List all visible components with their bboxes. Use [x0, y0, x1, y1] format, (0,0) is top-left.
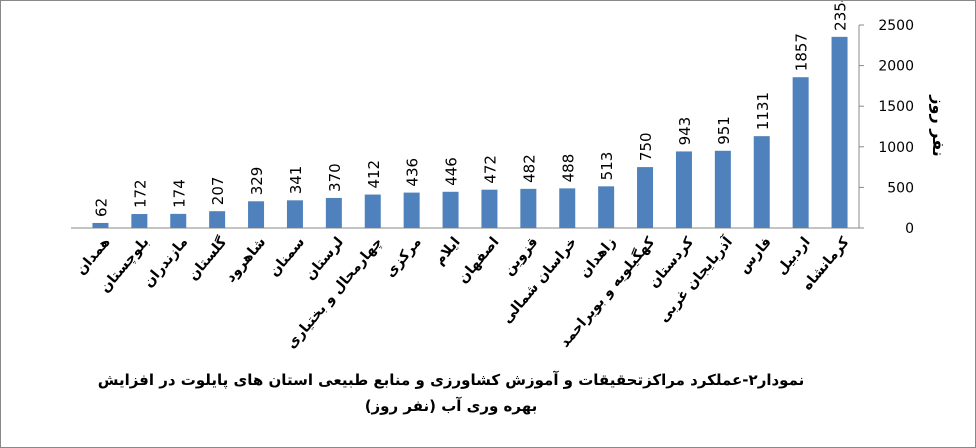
x-tick-label: اردبیل — [773, 234, 813, 278]
bar — [286, 200, 303, 228]
y-tick-label: 1000 — [878, 140, 914, 156]
x-tick-label: اصفهان — [455, 234, 503, 286]
x-tick-label: شاهرود — [223, 234, 270, 285]
data-label: 341 — [287, 166, 305, 195]
data-label: 329 — [248, 167, 266, 196]
y-tick-label: 2000 — [878, 59, 914, 75]
data-label: 207 — [209, 177, 227, 206]
x-tick-label: خراسان شمالی — [499, 234, 580, 326]
bar — [598, 186, 615, 228]
y-tick-label: 2500 — [878, 18, 914, 34]
data-label: 943 — [676, 117, 694, 146]
bar — [442, 191, 459, 228]
chart-title: نمودار۲-عملکرد مراکزتحقیقات و آموزش کشاو… — [97, 371, 805, 415]
y-tick-label: 500 — [887, 180, 914, 196]
data-label: 472 — [481, 155, 499, 184]
bar — [325, 197, 342, 228]
bar — [481, 189, 498, 228]
y-axis-label: نفر روز — [929, 94, 948, 156]
bar — [637, 167, 654, 228]
data-label: 174 — [170, 179, 188, 208]
bar — [559, 188, 576, 228]
data-label: 1131 — [754, 92, 772, 130]
bar — [792, 77, 809, 228]
data-label: 412 — [365, 160, 383, 189]
bar — [92, 222, 109, 228]
data-label: 482 — [520, 154, 538, 183]
bar — [753, 136, 770, 228]
data-label: 750 — [637, 132, 655, 161]
data-label: 951 — [715, 116, 733, 145]
y-tick-label: 0 — [905, 221, 914, 237]
x-tick-label: ایلام — [431, 234, 463, 268]
bar — [403, 192, 420, 228]
x-tick-label: فارس — [736, 234, 775, 276]
bar — [520, 188, 537, 228]
x-tick-label: همدان — [73, 234, 113, 278]
bar — [831, 36, 848, 229]
bar — [170, 213, 187, 228]
bar — [714, 150, 731, 228]
bar — [364, 194, 381, 228]
bar — [209, 211, 226, 228]
bar — [248, 201, 265, 228]
bar — [675, 151, 692, 228]
data-label: 446 — [443, 157, 461, 186]
data-label: 436 — [404, 158, 422, 187]
data-label: 172 — [131, 179, 149, 208]
data-label: 2354 — [832, 1, 850, 31]
data-label: 488 — [559, 154, 577, 183]
data-label: 513 — [598, 152, 616, 181]
data-label: 62 — [92, 198, 110, 217]
data-label: 1857 — [793, 33, 811, 71]
data-label: 370 — [326, 163, 344, 192]
x-tick-label: مرکزی — [382, 234, 425, 280]
y-tick-label: 1500 — [878, 99, 914, 115]
bar — [131, 214, 148, 228]
